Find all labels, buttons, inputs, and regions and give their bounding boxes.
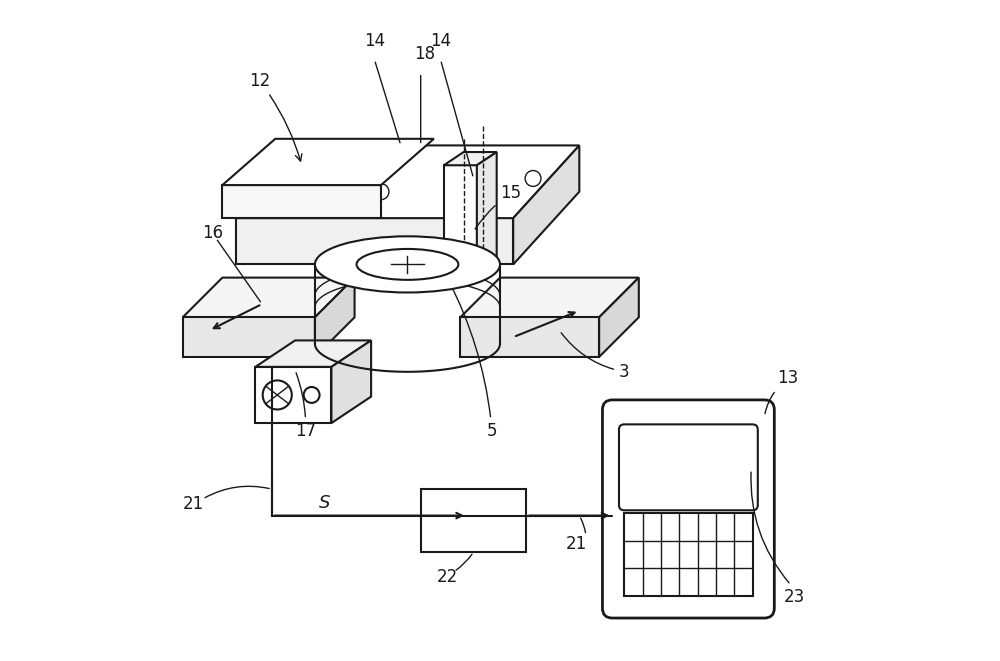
Text: S: S: [319, 494, 331, 512]
Polygon shape: [315, 278, 355, 357]
Polygon shape: [222, 185, 381, 218]
Polygon shape: [236, 218, 513, 264]
Polygon shape: [255, 367, 331, 423]
Text: 21: 21: [183, 495, 204, 513]
Polygon shape: [513, 145, 579, 264]
Polygon shape: [444, 165, 477, 271]
Text: 3: 3: [561, 332, 630, 381]
Polygon shape: [477, 152, 497, 271]
Polygon shape: [255, 340, 371, 367]
Polygon shape: [444, 152, 497, 165]
FancyBboxPatch shape: [619, 424, 758, 510]
Polygon shape: [222, 139, 434, 185]
FancyBboxPatch shape: [602, 400, 774, 618]
Text: 14: 14: [364, 32, 385, 50]
Text: 15: 15: [475, 184, 521, 229]
Polygon shape: [460, 317, 599, 357]
Text: 12: 12: [249, 72, 302, 161]
Polygon shape: [183, 317, 315, 357]
Text: 21: 21: [566, 535, 587, 553]
Text: 18: 18: [414, 46, 435, 63]
Polygon shape: [331, 340, 371, 423]
FancyBboxPatch shape: [421, 489, 526, 552]
Text: 14: 14: [430, 32, 451, 50]
Polygon shape: [460, 278, 639, 317]
Polygon shape: [183, 278, 355, 317]
Text: 17: 17: [295, 373, 316, 440]
Polygon shape: [599, 278, 639, 357]
Polygon shape: [236, 145, 579, 218]
Text: 5: 5: [448, 280, 497, 440]
Text: 22: 22: [436, 568, 458, 586]
Text: 23: 23: [784, 588, 805, 605]
Text: 13: 13: [765, 369, 799, 414]
Text: 16: 16: [203, 224, 224, 242]
Ellipse shape: [357, 249, 458, 280]
Ellipse shape: [315, 237, 500, 293]
Bar: [624, 513, 753, 596]
